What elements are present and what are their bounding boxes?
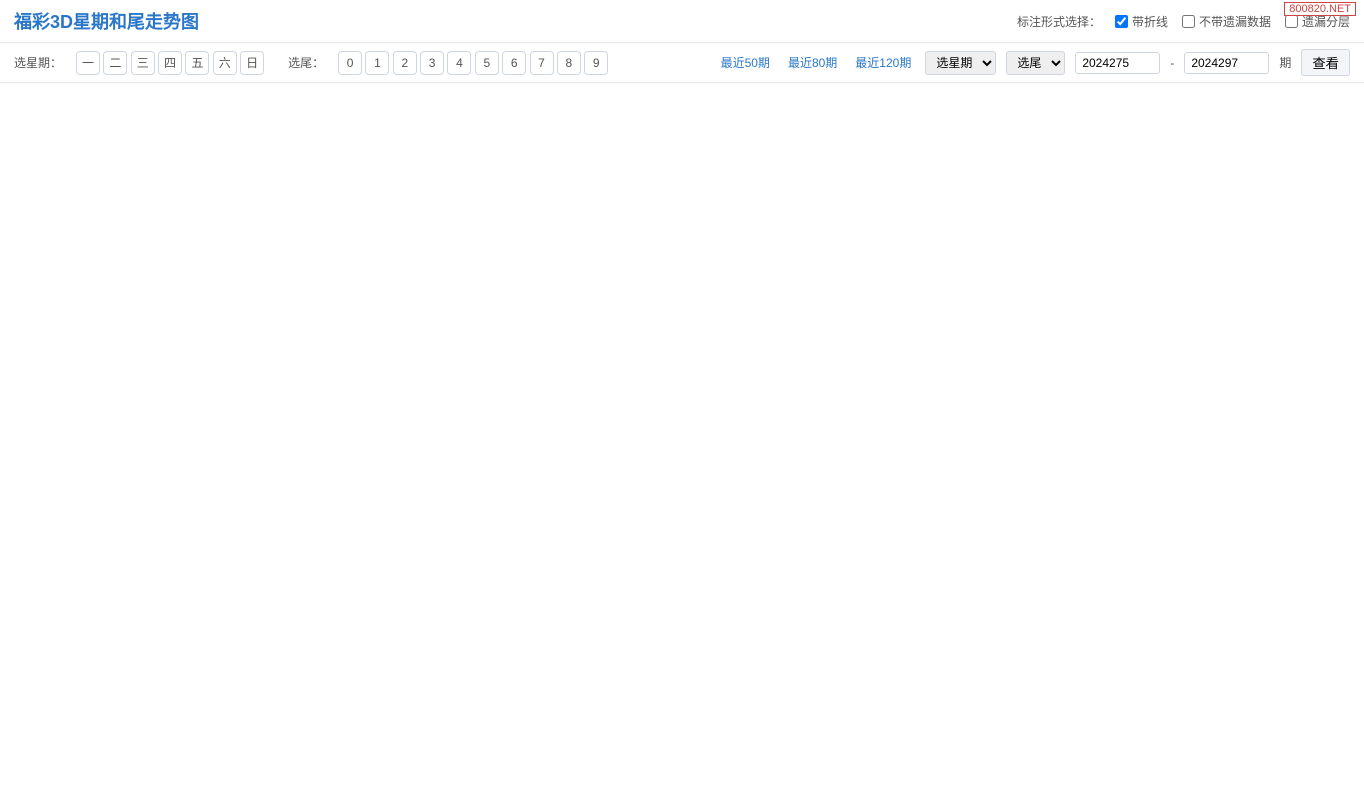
tail-pill[interactable]: 9 xyxy=(584,51,608,75)
opt-no-miss[interactable]: 不带遗漏数据 xyxy=(1182,13,1271,30)
dash: - xyxy=(1170,56,1174,70)
tail-pill[interactable]: 0 xyxy=(338,51,362,75)
tail-pill[interactable]: 3 xyxy=(420,51,444,75)
tail-label: 选尾： xyxy=(288,54,324,71)
select-week[interactable]: 选星期 xyxy=(925,51,996,75)
week-pill[interactable]: 二 xyxy=(103,51,127,75)
tail-pill[interactable]: 7 xyxy=(530,51,554,75)
tail-pill[interactable]: 4 xyxy=(447,51,471,75)
select-tail[interactable]: 选尾 xyxy=(1006,51,1065,75)
page-title: 福彩3D星期和尾走势图 xyxy=(14,8,199,34)
tail-pill[interactable]: 8 xyxy=(557,51,581,75)
tail-pill[interactable]: 2 xyxy=(393,51,417,75)
opts-label: 标注形式选择： xyxy=(1017,13,1101,30)
tail-pill[interactable]: 1 xyxy=(365,51,389,75)
week-pill[interactable]: 三 xyxy=(131,51,155,75)
week-pill[interactable]: 六 xyxy=(213,51,237,75)
recent-120[interactable]: 最近120期 xyxy=(855,54,911,71)
week-pill[interactable]: 四 xyxy=(158,51,182,75)
go-button[interactable]: 查看 xyxy=(1301,49,1350,76)
week-pill[interactable]: 五 xyxy=(185,51,209,75)
opt-miss-layer-cb[interactable] xyxy=(1285,15,1298,28)
recent-80[interactable]: 最近80期 xyxy=(788,54,837,71)
week-pill[interactable]: 一 xyxy=(76,51,100,75)
watermark: 800820.NET xyxy=(1284,2,1356,16)
to-issue[interactable] xyxy=(1184,52,1269,74)
tail-pill[interactable]: 5 xyxy=(475,51,499,75)
from-issue[interactable] xyxy=(1075,52,1160,74)
week-pill[interactable]: 日 xyxy=(240,51,264,75)
recent-50[interactable]: 最近50期 xyxy=(721,54,770,71)
qi-label: 期 xyxy=(1279,54,1291,71)
opt-no-miss-cb[interactable] xyxy=(1182,15,1195,28)
opt-polyline[interactable]: 带折线 xyxy=(1115,13,1168,30)
week-label: 选星期： xyxy=(14,54,62,71)
opt-polyline-cb[interactable] xyxy=(1115,15,1128,28)
tail-pill[interactable]: 6 xyxy=(502,51,526,75)
